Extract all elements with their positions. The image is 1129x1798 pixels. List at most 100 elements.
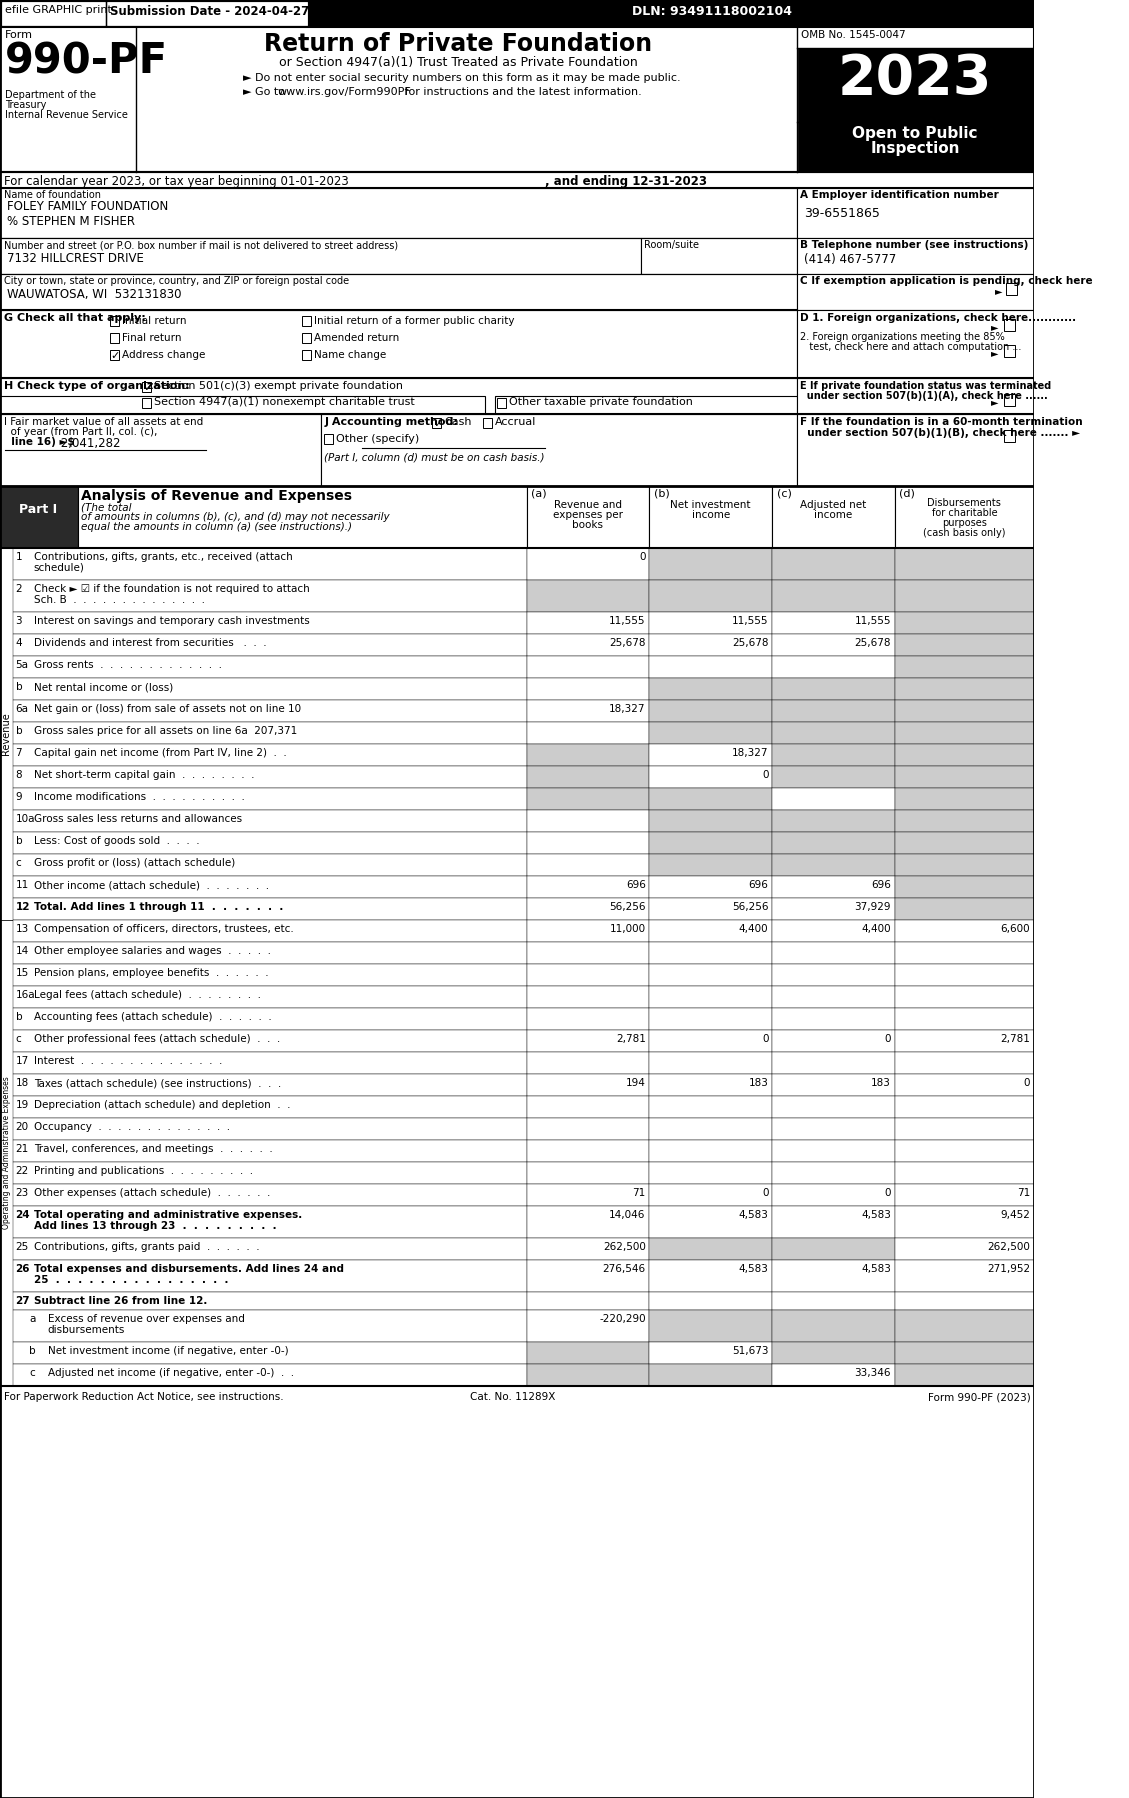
Text: income: income xyxy=(692,511,729,520)
Bar xyxy=(772,832,895,854)
Text: E If private foundation status was terminated: E If private foundation status was termi… xyxy=(800,381,1052,390)
Bar xyxy=(772,942,895,964)
Bar xyxy=(895,1260,1034,1293)
Bar xyxy=(797,237,1034,273)
Text: 16a: 16a xyxy=(16,991,35,1000)
Text: % STEPHEN M FISHER: % STEPHEN M FISHER xyxy=(7,216,135,228)
Bar xyxy=(0,485,78,548)
Text: (Part I, column (d) must be on cash basis.): (Part I, column (d) must be on cash basi… xyxy=(324,451,544,462)
Text: 26: 26 xyxy=(16,1264,30,1275)
Text: Number and street (or P.O. box number if mail is not delivered to street address: Number and street (or P.O. box number if… xyxy=(3,239,397,250)
Bar xyxy=(772,548,895,581)
Text: Initial return of a former public charity: Initial return of a former public charit… xyxy=(314,316,515,325)
Bar xyxy=(895,744,1034,766)
Bar xyxy=(526,788,649,811)
Text: 19: 19 xyxy=(16,1100,29,1109)
Bar xyxy=(526,1097,649,1118)
Bar xyxy=(12,1185,526,1206)
Bar xyxy=(649,699,772,723)
Text: Adjusted net income (if negative, enter -0-)  .  .: Adjusted net income (if negative, enter … xyxy=(47,1368,294,1377)
Bar xyxy=(649,656,772,678)
Text: 9: 9 xyxy=(16,791,23,802)
Text: (The total: (The total xyxy=(80,502,131,512)
Text: ✓: ✓ xyxy=(111,351,120,361)
Bar xyxy=(526,811,649,832)
Bar xyxy=(142,397,151,408)
Text: 4: 4 xyxy=(16,638,23,647)
Text: City or town, state or province, country, and ZIP or foreign postal code: City or town, state or province, country… xyxy=(3,277,349,286)
Bar xyxy=(526,1185,649,1206)
Bar xyxy=(142,381,151,392)
Text: books: books xyxy=(572,520,604,530)
Bar xyxy=(772,1097,895,1118)
Text: 0: 0 xyxy=(1024,1079,1031,1088)
Text: Accrual: Accrual xyxy=(495,417,536,426)
Bar xyxy=(641,237,797,273)
Bar xyxy=(303,351,312,360)
Bar xyxy=(895,699,1034,723)
Bar xyxy=(12,1030,526,1052)
Text: 25,678: 25,678 xyxy=(610,638,646,647)
Bar xyxy=(772,985,895,1009)
Bar xyxy=(649,942,772,964)
Bar xyxy=(12,581,526,611)
Bar xyxy=(895,788,1034,811)
Text: Operating and Administrative Expenses: Operating and Administrative Expenses xyxy=(2,1077,11,1230)
Text: 5a: 5a xyxy=(16,660,28,671)
Text: 25,678: 25,678 xyxy=(855,638,891,647)
Bar xyxy=(895,1185,1034,1206)
Bar xyxy=(12,723,526,744)
Text: 4,400: 4,400 xyxy=(861,924,891,933)
Bar xyxy=(483,417,492,428)
Text: 262,500: 262,500 xyxy=(988,1242,1031,1251)
Text: Section 4947(a)(1) nonexempt charitable trust: Section 4947(a)(1) nonexempt charitable … xyxy=(154,397,414,406)
Bar xyxy=(772,964,895,985)
Bar xyxy=(772,1260,895,1293)
Text: 696: 696 xyxy=(625,879,646,890)
Bar xyxy=(895,1365,1034,1386)
Bar xyxy=(772,1140,895,1162)
Text: 71: 71 xyxy=(1017,1188,1031,1197)
Bar xyxy=(895,1118,1034,1140)
Text: ►: ► xyxy=(991,322,998,333)
Text: D 1. Foreign organizations, check here............: D 1. Foreign organizations, check here..… xyxy=(800,313,1077,324)
Text: 183: 183 xyxy=(872,1079,891,1088)
Bar xyxy=(12,1260,526,1293)
Text: Gross rents  .  .  .  .  .  .  .  .  .  .  .  .  .: Gross rents . . . . . . . . . . . . . xyxy=(34,660,222,671)
Bar xyxy=(649,1162,772,1185)
Bar xyxy=(526,897,649,921)
Bar xyxy=(12,854,526,876)
Text: Inspection: Inspection xyxy=(870,140,960,156)
Text: 6,600: 6,600 xyxy=(1000,924,1031,933)
Bar xyxy=(12,897,526,921)
Text: G Check all that apply:: G Check all that apply: xyxy=(3,313,146,324)
Text: 18: 18 xyxy=(16,1079,29,1088)
Bar xyxy=(0,414,321,485)
Bar xyxy=(12,635,526,656)
Bar xyxy=(0,237,641,273)
Text: 2,781: 2,781 xyxy=(1000,1034,1031,1045)
Text: b: b xyxy=(16,836,23,847)
Bar xyxy=(649,1073,772,1097)
Text: 25,678: 25,678 xyxy=(732,638,769,647)
Bar xyxy=(895,964,1034,985)
Bar xyxy=(0,309,797,378)
Bar xyxy=(772,581,895,611)
Bar xyxy=(649,1293,772,1311)
Bar xyxy=(526,678,649,699)
Bar xyxy=(649,635,772,656)
Text: Travel, conferences, and meetings  .  .  .  .  .  .: Travel, conferences, and meetings . . . … xyxy=(34,1144,272,1154)
Bar xyxy=(772,811,895,832)
Bar xyxy=(895,1009,1034,1030)
Text: 2. Foreign organizations meeting the 85%: 2. Foreign organizations meeting the 85% xyxy=(800,333,1005,342)
Text: Other taxable private foundation: Other taxable private foundation xyxy=(509,397,693,406)
Bar xyxy=(0,378,797,414)
Bar xyxy=(526,1311,649,1341)
Text: 25  .  .  .  .  .  .  .  .  .  .  .  .  .  .  .  .: 25 . . . . . . . . . . . . . . . . xyxy=(34,1275,228,1286)
Bar xyxy=(526,723,649,744)
Text: For calendar year 2023, or tax year beginning 01-01-2023: For calendar year 2023, or tax year begi… xyxy=(3,174,349,189)
Bar xyxy=(797,414,1034,485)
Text: 4,583: 4,583 xyxy=(861,1264,891,1275)
Text: 3: 3 xyxy=(16,617,23,626)
Bar xyxy=(772,1311,895,1341)
